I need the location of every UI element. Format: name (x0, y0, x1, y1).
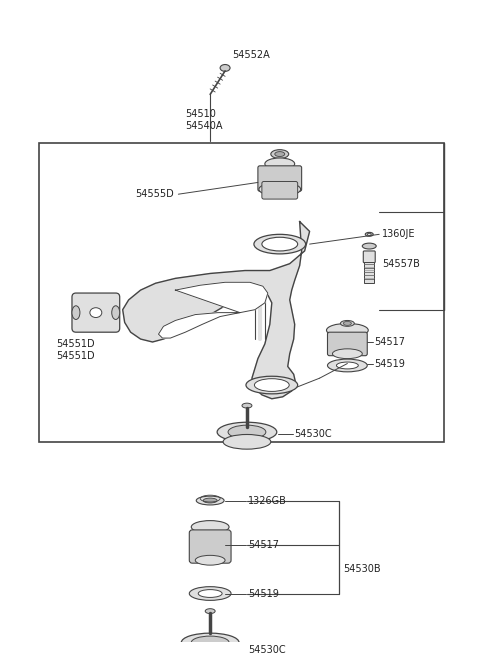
Ellipse shape (254, 234, 306, 254)
Bar (364, 262, 374, 283)
Text: 54510: 54510 (185, 109, 216, 119)
FancyBboxPatch shape (189, 530, 231, 563)
Ellipse shape (189, 587, 231, 601)
FancyBboxPatch shape (72, 293, 120, 332)
Ellipse shape (367, 233, 371, 235)
Text: 54555D: 54555D (136, 189, 174, 199)
Ellipse shape (327, 359, 367, 372)
Ellipse shape (242, 403, 252, 408)
Ellipse shape (262, 237, 298, 251)
Ellipse shape (275, 151, 285, 157)
FancyBboxPatch shape (363, 251, 375, 263)
Ellipse shape (217, 422, 277, 442)
Ellipse shape (343, 322, 351, 326)
Text: 54530C: 54530C (295, 429, 332, 439)
Ellipse shape (205, 608, 215, 614)
Ellipse shape (195, 555, 225, 565)
Polygon shape (158, 282, 268, 338)
Ellipse shape (203, 498, 217, 503)
Ellipse shape (340, 320, 354, 326)
FancyBboxPatch shape (258, 166, 301, 191)
Text: 1326GB: 1326GB (248, 496, 287, 506)
Ellipse shape (365, 233, 373, 236)
Text: 1360JE: 1360JE (382, 229, 416, 239)
Ellipse shape (72, 306, 80, 320)
Ellipse shape (228, 425, 266, 439)
Ellipse shape (112, 306, 120, 320)
Text: 54552A: 54552A (232, 50, 270, 60)
Text: 54551D: 54551D (56, 350, 95, 361)
Text: 54557B: 54557B (382, 259, 420, 269)
Text: 54519: 54519 (374, 358, 405, 369)
Ellipse shape (192, 636, 229, 649)
Text: 54517: 54517 (374, 337, 405, 347)
Ellipse shape (259, 183, 300, 196)
Text: 54530C: 54530C (248, 645, 286, 655)
Ellipse shape (181, 633, 239, 652)
Text: 54517: 54517 (248, 540, 279, 550)
Text: 54540A: 54540A (185, 121, 223, 131)
Text: 54519: 54519 (248, 588, 279, 599)
Ellipse shape (271, 149, 288, 159)
Text: 54551D: 54551D (56, 339, 95, 349)
Ellipse shape (333, 349, 362, 359)
Ellipse shape (90, 308, 102, 318)
Ellipse shape (186, 645, 234, 655)
Ellipse shape (192, 521, 229, 533)
Ellipse shape (326, 324, 368, 337)
FancyBboxPatch shape (327, 332, 367, 356)
Ellipse shape (196, 496, 224, 505)
Polygon shape (123, 221, 310, 399)
Bar (39, 143, 444, 442)
Ellipse shape (336, 362, 358, 369)
Ellipse shape (265, 158, 295, 170)
Ellipse shape (246, 376, 298, 394)
Ellipse shape (254, 379, 289, 392)
Ellipse shape (223, 434, 271, 449)
Text: 54530B: 54530B (343, 564, 381, 574)
Ellipse shape (198, 590, 222, 597)
Ellipse shape (220, 64, 230, 71)
FancyBboxPatch shape (262, 181, 298, 199)
Ellipse shape (362, 243, 376, 249)
